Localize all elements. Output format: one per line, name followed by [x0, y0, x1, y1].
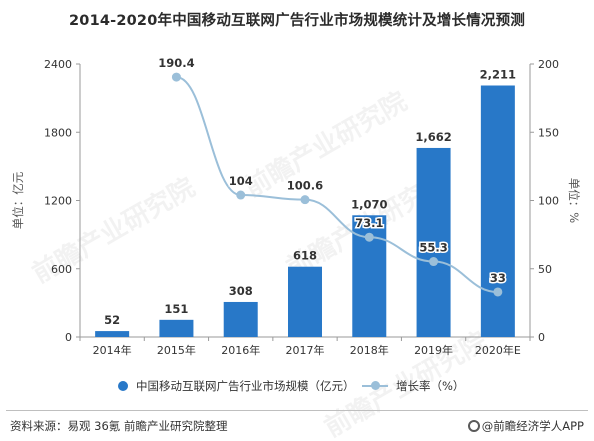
line-value-label: 100.6: [287, 179, 323, 193]
x-tick-label: 2018年: [350, 343, 389, 357]
line-value-label: 55.3: [419, 241, 447, 255]
x-tick-label: 2020年E: [475, 343, 521, 357]
y-tick-label-left: 1200: [44, 195, 72, 208]
watermark: 前瞻产业研究院: [239, 86, 412, 204]
bar-value-label: 1,070: [351, 197, 387, 211]
bar-value-label: 2,211: [480, 67, 516, 81]
y-tick-label-right: 50: [538, 263, 552, 276]
line-value-label: 73.1: [355, 216, 383, 230]
growth-rate-point: [300, 195, 310, 205]
line-value-label: 104: [229, 174, 253, 188]
bar-value-label: 308: [229, 284, 253, 298]
bar: [480, 85, 515, 337]
legend-item-line: 增长率（%）: [362, 378, 464, 394]
y-tick-label-left: 1800: [44, 126, 72, 139]
y-tick-label-right: 150: [538, 126, 559, 139]
bar: [416, 147, 451, 337]
footer-divider: [6, 410, 588, 411]
bar: [288, 266, 322, 337]
legend-bar-swatch: [118, 381, 128, 391]
bar-value-label: 151: [164, 302, 188, 316]
line-value-label: 190.4: [158, 56, 194, 70]
bar: [95, 331, 130, 337]
footer: 资料来源：易观 36氪 前瞻产业研究院整理 @前瞻经济学人APP: [0, 410, 594, 441]
bar-value-label: 52: [104, 313, 120, 327]
line-value-label: 33: [490, 271, 506, 285]
legend-item-bar: 中国移动互联网广告行业市场规模（亿元）: [118, 378, 355, 394]
bar-value-label: 1,662: [415, 130, 451, 144]
legend: 中国移动互联网广告行业市场规模（亿元） 增长率（%）: [0, 378, 594, 396]
x-tick-label: 2015年: [157, 343, 196, 357]
y-tick-label-left: 0: [65, 331, 72, 344]
legend-line-label: 增长率（%）: [396, 379, 465, 393]
y-tick-label-left: 600: [51, 263, 72, 276]
bar: [223, 301, 258, 337]
chart-title: 2014-2020年中国移动互联网广告行业市场规模统计及增长情况预测: [68, 13, 526, 29]
growth-rate-point: [364, 232, 374, 242]
bar-value-label: 618: [293, 249, 317, 263]
y-tick-label-right: 200: [538, 58, 559, 71]
x-tick-label: 2017年: [286, 343, 325, 357]
x-tick-label: 2014年: [93, 343, 132, 357]
y-axis-title-right: 单位：%: [567, 178, 581, 223]
y-tick-label-right: 0: [538, 331, 545, 344]
brand-credit: @前瞻经济学人APP: [467, 418, 584, 434]
source-note: 资料来源：易观 36氪 前瞻产业研究院整理: [10, 419, 228, 433]
brand-logo-icon: [467, 420, 480, 432]
y-tick-label-right: 100: [538, 195, 559, 208]
growth-rate-point: [171, 72, 181, 82]
bar: [159, 319, 194, 337]
x-tick-label: 2019年: [414, 343, 453, 357]
brand-label: @前瞻经济学人APP: [481, 419, 584, 433]
legend-line-swatch: [362, 381, 388, 391]
y-tick-label-left: 2400: [44, 58, 72, 71]
growth-rate-point: [493, 287, 503, 297]
y-axis-title-left: 单位：亿元: [11, 171, 25, 229]
legend-bar-label: 中国移动互联网广告行业市场规模（亿元）: [136, 379, 355, 393]
growth-rate-point: [236, 190, 246, 200]
x-tick-label: 2016年: [221, 343, 260, 357]
growth-rate-point: [429, 257, 439, 267]
